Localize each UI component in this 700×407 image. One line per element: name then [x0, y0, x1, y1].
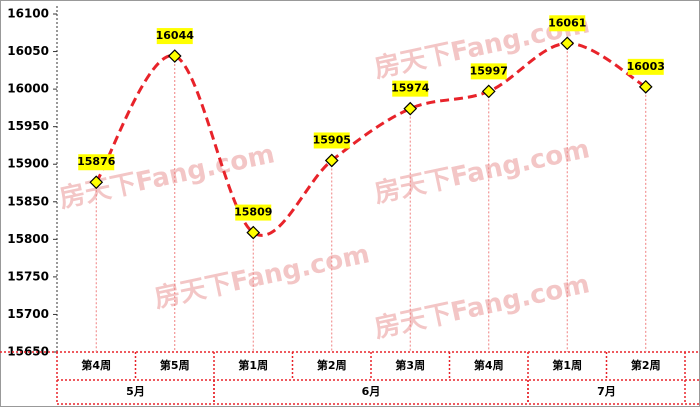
- marker: [638, 80, 653, 94]
- y-tick-label: 16050: [7, 44, 49, 58]
- y-tick-label: 15850: [7, 194, 49, 208]
- y-tick-label: 15950: [7, 119, 49, 133]
- x-tick-label: 第4周: [81, 358, 111, 372]
- marker: [403, 101, 418, 116]
- value-label: 15997: [470, 64, 508, 77]
- x-tick-label: 第3周: [395, 358, 425, 372]
- group-label: 6月: [362, 385, 381, 398]
- x-tick-label: 第1周: [552, 358, 582, 372]
- value-label-bg: [549, 15, 586, 32]
- marker: [560, 36, 575, 51]
- marker: [89, 175, 104, 190]
- value-label: 15876: [77, 155, 116, 168]
- marker: [324, 153, 339, 168]
- x-tick-label: 第1周: [238, 358, 268, 372]
- y-tick-label: 15900: [7, 157, 49, 171]
- y-tick-label: 15750: [7, 269, 49, 283]
- x-tick-label: 第4周: [474, 358, 504, 372]
- x-tick-label: 第2周: [631, 358, 661, 372]
- value-label-bg: [392, 80, 429, 97]
- group-label: 7月: [597, 385, 616, 398]
- value-label: 15809: [234, 206, 272, 219]
- value-label: 16003: [627, 60, 665, 73]
- value-label-bg: [627, 58, 664, 75]
- value-label-bg: [78, 154, 115, 171]
- value-label: 15905: [313, 133, 351, 146]
- value-label: 16061: [548, 16, 586, 29]
- x-tick-label: 第2周: [317, 358, 347, 372]
- y-tick-label: 16100: [7, 7, 49, 21]
- value-label-bg: [313, 132, 350, 149]
- marker: [167, 49, 182, 63]
- group-label: 5月: [126, 385, 145, 398]
- y-tick-label: 15700: [7, 307, 49, 321]
- marker: [481, 84, 496, 99]
- y-tick-label: 16000: [7, 82, 49, 96]
- x-tick-label: 第5周: [160, 358, 190, 372]
- y-tick-label: 15800: [7, 232, 49, 246]
- marker: [246, 225, 261, 240]
- value-label-bg: [470, 63, 507, 80]
- value-label-bg: [235, 204, 272, 221]
- value-label-bg: [156, 28, 193, 45]
- value-label: 15974: [391, 82, 430, 95]
- value-label: 16044: [156, 29, 195, 42]
